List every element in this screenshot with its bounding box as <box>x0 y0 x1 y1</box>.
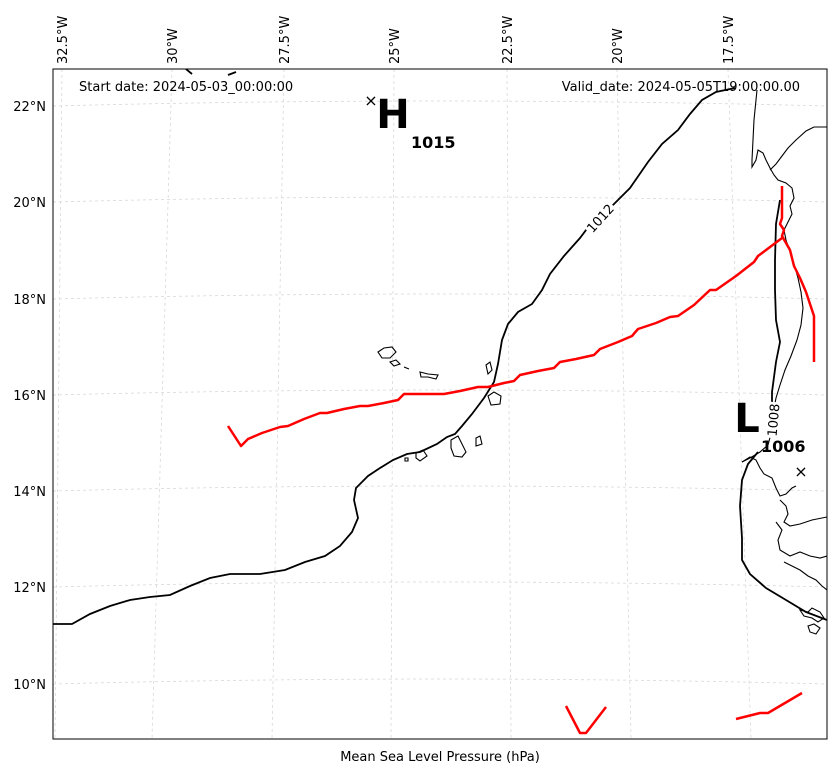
lon-tick-20w: 20°W <box>611 28 626 64</box>
isobar-1008-label: 1008 <box>766 403 784 437</box>
isobar-1012-label-bg <box>582 199 618 237</box>
low-pressure-value: 1006 <box>761 437 806 456</box>
lat-tick-16n: 16°N <box>13 389 46 404</box>
dakar-peninsula <box>741 456 797 497</box>
longitude-tick-labels: 32.5°W 30°W 27.5°W 25°W 22.5°W 20°W 17.5… <box>56 16 737 64</box>
high-pressure-center: × H 1015 <box>364 91 455 152</box>
latitude-tick-labels: 22°N 20°N 18°N 16°N 14°N 12°N 10°N <box>13 100 46 693</box>
lon-tick-32-5w: 32.5°W <box>56 16 71 64</box>
meridian-17-5w <box>727 69 752 739</box>
island-santa-luzia <box>403 366 410 370</box>
island-maio <box>475 435 483 447</box>
meridian-27-5w <box>271 69 285 739</box>
lon-tick-30w: 30°W <box>166 28 181 64</box>
meridian-25w <box>390 69 395 739</box>
high-symbol: H <box>376 92 409 138</box>
parallel-16n <box>53 389 827 396</box>
isobar-top-arc2 <box>227 71 237 76</box>
coastlines <box>377 89 827 635</box>
lat-tick-20n: 20°N <box>13 196 46 211</box>
lat-tick-14n: 14°N <box>13 485 46 500</box>
red-track-south-right <box>735 691 803 721</box>
isobar-top-left-arc <box>185 69 193 75</box>
lat-tick-22n: 22°N <box>13 100 46 115</box>
valid-date-label: Valid_date: 2024-05-05T19:00:00.00 <box>562 80 800 95</box>
parallel-12n <box>53 581 827 588</box>
parallel-10n <box>53 678 827 685</box>
guinea-bissau-coast <box>775 521 827 559</box>
map-frame <box>52 68 828 740</box>
african-coast-bump <box>769 126 827 171</box>
parallel-20n <box>53 196 827 203</box>
isobar-1008-label-bg <box>763 401 783 439</box>
red-track-coast <box>778 186 816 362</box>
start-date-label: Start date: 2024-05-03_00:00:00 <box>79 80 293 95</box>
island-sal <box>485 361 493 376</box>
island-sao-vicente <box>388 359 402 367</box>
meridian-22-5w <box>506 69 512 739</box>
bissagos-islands <box>798 607 825 635</box>
gambia-coast <box>779 499 827 527</box>
red-track-south-v <box>564 705 607 735</box>
graticule <box>53 69 827 739</box>
island-brava <box>404 457 409 462</box>
high-marker-x: × <box>364 91 377 110</box>
meridian-32-5w <box>54 69 63 739</box>
isobar-labels: 1012 1008 <box>582 199 784 439</box>
isobar-1008 <box>771 199 781 408</box>
low-symbol: L <box>734 396 760 442</box>
lon-tick-17-5w: 17.5°W <box>722 16 737 64</box>
meridian-30w <box>151 69 173 739</box>
low-marker-x: × <box>794 462 807 481</box>
parallel-18n <box>53 293 827 300</box>
high-pressure-value: 1015 <box>411 133 456 152</box>
island-sao-nicolau <box>419 371 439 380</box>
lon-tick-22-5w: 22.5°W <box>501 16 516 64</box>
lat-tick-12n: 12°N <box>13 581 46 596</box>
lat-tick-18n: 18°N <box>13 293 46 308</box>
map-caption: Mean Sea Level Pressure (hPa) <box>340 750 540 765</box>
meridian-20w <box>616 69 632 739</box>
lon-tick-25w: 25°W <box>388 28 403 64</box>
island-boa-vista <box>487 391 502 406</box>
red-track-main <box>226 237 783 448</box>
lat-tick-10n: 10°N <box>13 678 46 693</box>
african-coast-north <box>741 89 804 463</box>
isobar-1012 <box>53 87 736 625</box>
lon-tick-27-5w: 27.5°W <box>278 16 293 64</box>
red-tracks <box>226 186 816 735</box>
bissagos-coast <box>783 561 827 591</box>
island-santiago <box>450 435 467 458</box>
isobar-1008-south <box>739 451 827 621</box>
parallel-22n <box>53 100 827 107</box>
island-santo-antao <box>377 346 397 359</box>
low-pressure-center: × L 1006 <box>734 396 807 481</box>
isobars <box>53 69 827 625</box>
parallel-14n <box>53 485 827 492</box>
